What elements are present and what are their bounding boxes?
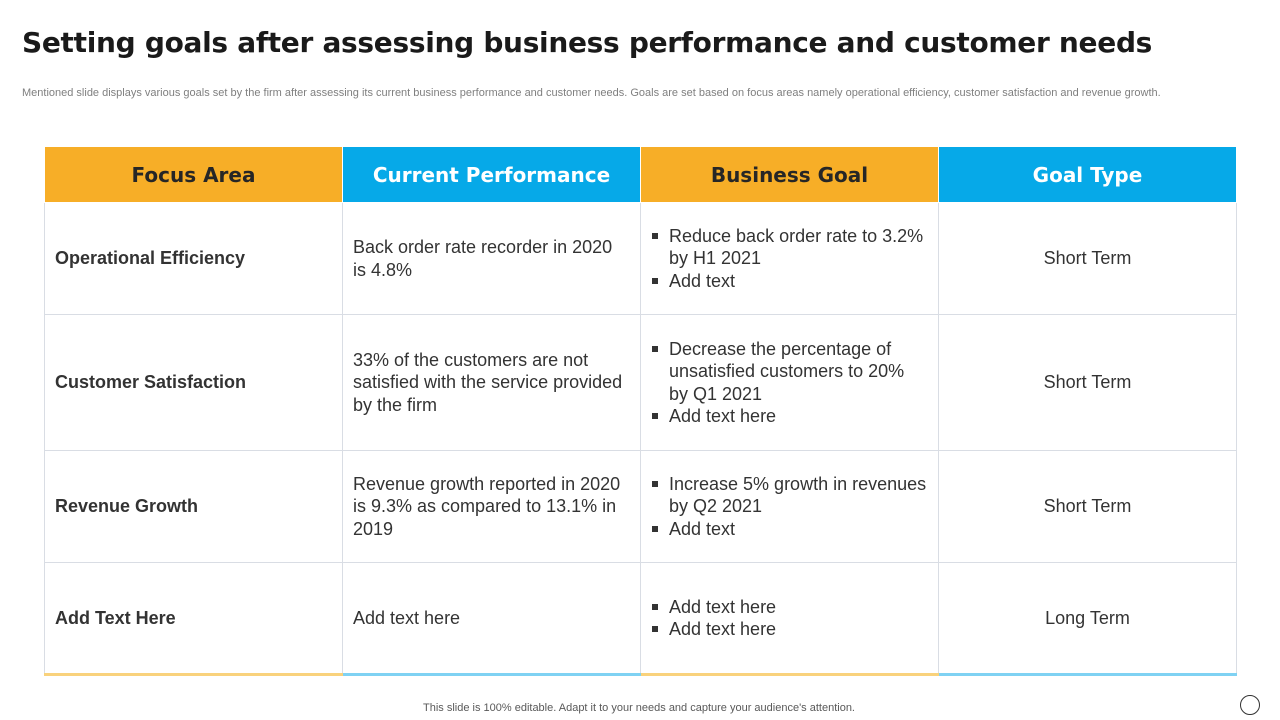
goal-bullet: Add text here — [651, 618, 928, 641]
table-header-row: Focus Area Current Performance Business … — [44, 146, 1237, 203]
footer-note: This slide is 100% editable. Adapt it to… — [423, 702, 855, 714]
goal-bullet: Add text — [651, 270, 928, 293]
goal-bullet: Decrease the percentage of unsatisfied c… — [651, 338, 928, 406]
header-business-goal: Business Goal — [640, 146, 939, 203]
goal-type-cell: Long Term — [938, 562, 1237, 676]
goal-type-cell: Short Term — [938, 450, 1237, 563]
circle-icon — [1240, 695, 1260, 715]
table-row: Operational Efficiency Back order rate r… — [44, 202, 1237, 315]
focus-area-cell: Revenue Growth — [44, 450, 343, 563]
goal-list: Reduce back order rate to 3.2% by H1 202… — [651, 225, 928, 293]
goal-type-cell: Short Term — [938, 314, 1237, 451]
goal-cell: Reduce back order rate to 3.2% by H1 202… — [640, 202, 939, 315]
goals-table: Focus Area Current Performance Business … — [44, 146, 1237, 676]
goal-bullet: Add text here — [651, 596, 928, 619]
goal-list: Add text here Add text here — [651, 596, 928, 641]
focus-area-cell: Add Text Here — [44, 562, 343, 676]
goal-cell: Increase 5% growth in revenues by Q2 202… — [640, 450, 939, 563]
performance-cell: 33% of the customers are not satisfied w… — [342, 314, 641, 451]
header-focus-area: Focus Area — [44, 146, 343, 203]
goal-type-cell: Short Term — [938, 202, 1237, 315]
goal-bullet: Increase 5% growth in revenues by Q2 202… — [651, 473, 928, 518]
goal-bullet: Add text — [651, 518, 928, 541]
goal-list: Decrease the percentage of unsatisfied c… — [651, 338, 928, 428]
table-row: Add Text Here Add text here Add text her… — [44, 562, 1237, 676]
goal-cell: Decrease the percentage of unsatisfied c… — [640, 314, 939, 451]
performance-cell: Revenue growth reported in 2020 is 9.3% … — [342, 450, 641, 563]
performance-cell: Back order rate recorder in 2020 is 4.8% — [342, 202, 641, 315]
page-subtitle: Mentioned slide displays various goals s… — [22, 87, 1161, 99]
header-current-performance: Current Performance — [342, 146, 641, 203]
page-title: Setting goals after assessing business p… — [22, 26, 1153, 59]
table-row: Revenue Growth Revenue growth reported i… — [44, 450, 1237, 563]
focus-area-cell: Customer Satisfaction — [44, 314, 343, 451]
goal-list: Increase 5% growth in revenues by Q2 202… — [651, 473, 928, 541]
performance-cell: Add text here — [342, 562, 641, 676]
table-row: Customer Satisfaction 33% of the custome… — [44, 314, 1237, 451]
goal-cell: Add text here Add text here — [640, 562, 939, 676]
goal-bullet: Reduce back order rate to 3.2% by H1 202… — [651, 225, 928, 270]
header-goal-type: Goal Type — [938, 146, 1237, 203]
goal-bullet: Add text here — [651, 405, 928, 428]
focus-area-cell: Operational Efficiency — [44, 202, 343, 315]
